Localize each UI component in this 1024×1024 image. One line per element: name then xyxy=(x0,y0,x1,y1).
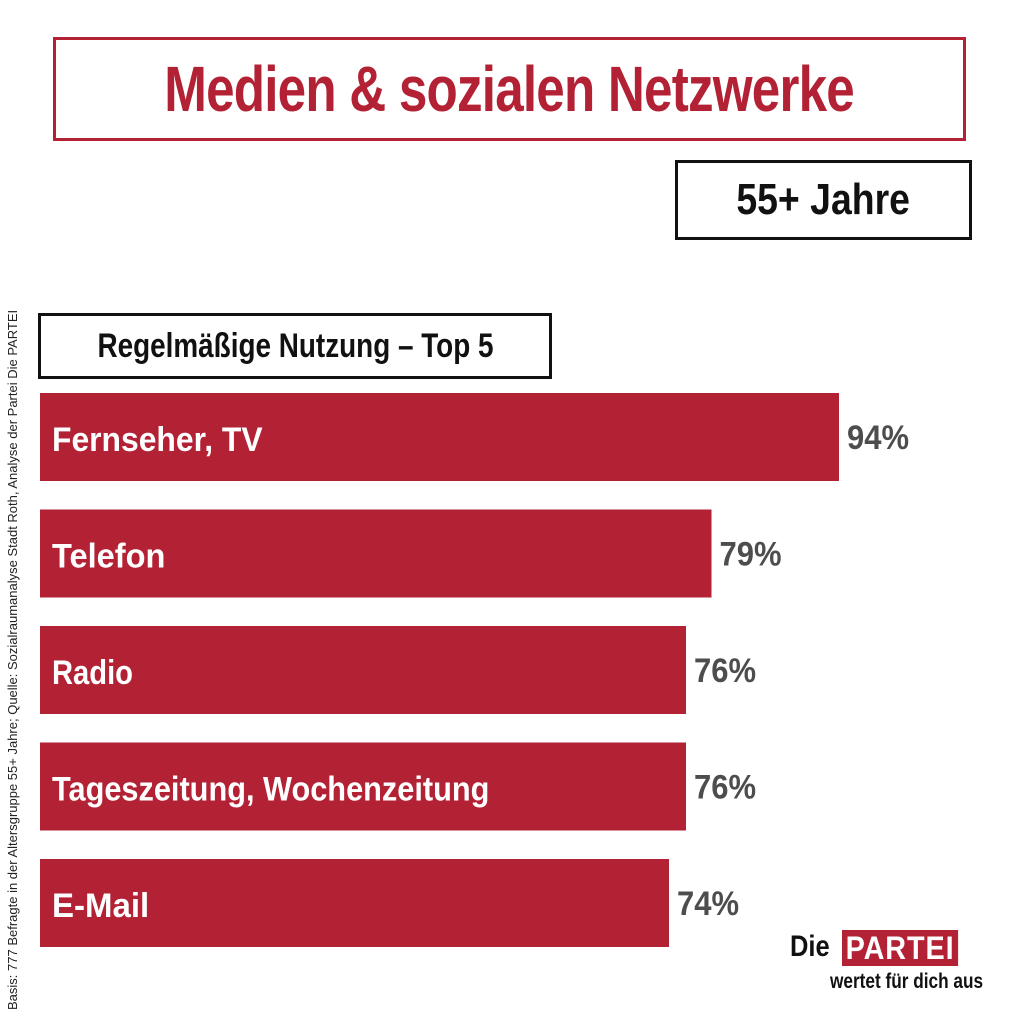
bar-label-2: Radio xyxy=(52,654,133,692)
value-label-1: 79% xyxy=(720,536,782,574)
bar-label-4: E-Mail xyxy=(52,887,149,925)
logo-die: Die xyxy=(790,930,830,963)
logo-tagline: wertet für dich aus xyxy=(830,970,984,993)
bar-0 xyxy=(40,393,839,481)
bar-label-1: Telefon xyxy=(52,538,165,576)
value-label-0: 94% xyxy=(847,419,909,457)
value-label-3: 76% xyxy=(694,769,756,807)
value-label-2: 76% xyxy=(694,652,756,690)
chart-subtitle: 55+ Jahre xyxy=(736,175,911,224)
subtitle-box: 55+ Jahre xyxy=(675,160,972,240)
bar-4 xyxy=(40,859,669,947)
section-heading: Regelmäßige Nutzung – Top 5 xyxy=(96,326,494,365)
logo-partei: PARTEI xyxy=(842,930,959,966)
bar-1 xyxy=(40,509,712,598)
party-logo: Die PARTEI wertet für dich aus xyxy=(790,930,1000,996)
chart-title: Medien & sozialen Netzwerke xyxy=(164,53,856,125)
bar-label-0: Fernseher, TV xyxy=(52,421,263,459)
title-box: Medien & sozialen Netzwerke xyxy=(53,37,966,141)
bar-2 xyxy=(40,626,686,714)
section-box: Regelmäßige Nutzung – Top 5 xyxy=(38,313,552,379)
bar-label-3: Tageszeitung, Wochenzeitung xyxy=(52,771,489,809)
value-label-4: 74% xyxy=(677,885,739,923)
bar-3 xyxy=(40,742,686,831)
